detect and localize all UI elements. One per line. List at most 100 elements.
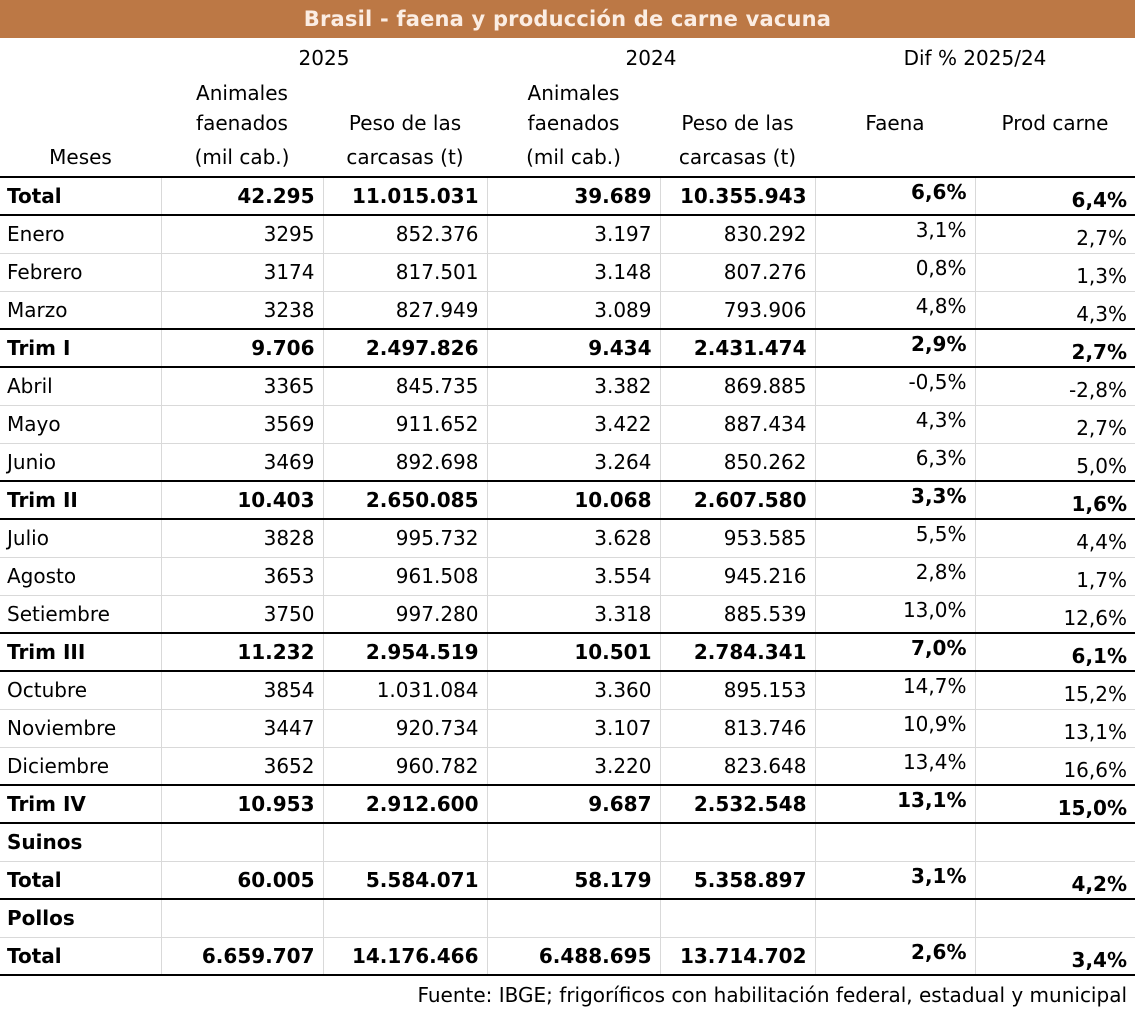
cell-value: 10.501 (574, 640, 652, 664)
column-group-2024: 2024 (625, 46, 677, 70)
cell-value: 4,4% (1076, 530, 1127, 555)
header-line-animales: Animales Animales (0, 78, 1135, 108)
cell-value: 1,6% (1071, 492, 1127, 516)
table-cell: 945.216 (659, 557, 815, 596)
table-cell (322, 899, 487, 938)
table-cell: 4,2% (974, 861, 1135, 900)
table-cell: 1,6% (974, 480, 1135, 520)
cell-value: 2.431.474 (693, 336, 807, 360)
table-row: Enero 3295 852.376 3.197 830.292 3,1% 2,7% (0, 215, 1135, 254)
table-cell: 960.782 (322, 747, 487, 786)
table-cell: 845.735 (322, 367, 487, 406)
table-cell: 3.382 (486, 367, 660, 406)
table-row: Diciembre 3652 960.782 3.220 823.648 13,4% 16,… (0, 747, 1135, 786)
row-label: Junio (0, 443, 161, 482)
cell-value: 2.954.519 (365, 640, 479, 664)
cell-value: 807.276 (723, 260, 807, 284)
cell-value: 3653 (263, 564, 315, 588)
table-row: Marzo 3238 827.949 3.089 793.906 4,8% 4,3% (0, 291, 1135, 330)
table-cell: 793.906 (659, 291, 815, 330)
table-row: Setiembre 3750 997.280 3.318 885.539 13,0% 12,… (0, 595, 1135, 634)
table-cell: 13,4% (814, 747, 975, 786)
table-cell: 2,7% (974, 328, 1135, 368)
col-header-animales-2025: Animales (196, 81, 288, 105)
table-cell: 813.746 (659, 709, 815, 748)
table-cell: 2,7% (974, 215, 1135, 254)
table-row: Total 60.005 5.584.071 58.179 5.358.897 3,1% 4… (0, 861, 1135, 900)
table-cell: 3750 (160, 595, 323, 634)
table-cell: 995.732 (322, 519, 487, 558)
table-cell: 13,1% (974, 709, 1135, 748)
table-cell: 892.698 (322, 443, 487, 482)
table-row: Noviembre 3447 920.734 3.107 813.746 10,9% 13,… (0, 709, 1135, 748)
cell-value: 3,1% (911, 863, 967, 888)
col-header-carcasas-2024: carcasas (t) (678, 145, 797, 169)
cell-value: 1,3% (1076, 264, 1127, 288)
cell-value: 11.015.031 (351, 184, 479, 208)
table-cell: 3.148 (486, 253, 660, 292)
cell-value: 3.220 (594, 753, 652, 778)
table-cell: 10.355.943 (659, 176, 815, 216)
table-cell: 11.015.031 (322, 176, 487, 216)
cell-value: 58.179 (574, 867, 652, 892)
cell-value: 827.949 (395, 297, 479, 322)
empty-cell (975, 138, 1135, 177)
table-cell: 10.953 (160, 784, 323, 824)
table-cell: 920.734 (322, 709, 487, 748)
table-cell: 2,6% (814, 937, 975, 976)
table-cell: 3365 (160, 367, 323, 406)
table-cell: 3.628 (486, 519, 660, 558)
empty-cell (660, 78, 815, 108)
table-cell: 60.005 (160, 861, 323, 900)
cell-value: 2.607.580 (693, 488, 807, 512)
cell-value: 3.089 (594, 297, 652, 322)
cell-value: 3.382 (594, 374, 652, 399)
row-label: Pollos (0, 899, 161, 938)
table-cell: 3447 (160, 709, 323, 748)
table-cell: 9.706 (160, 328, 323, 368)
cell-value: 3652 (263, 753, 315, 778)
table-cell: 5.584.071 (322, 861, 487, 900)
table-cell: 12,6% (974, 595, 1135, 634)
table-cell: 16,6% (974, 747, 1135, 786)
cell-value: 6,1% (1071, 644, 1127, 668)
cell-value: 6.659.707 (201, 943, 315, 968)
cell-value: 3,3% (911, 484, 967, 508)
table-cell: 807.276 (659, 253, 815, 292)
cell-value: 3.107 (594, 716, 652, 740)
table-cell: 3,1% (814, 861, 975, 900)
col-header-faenados-2025: faenados (196, 111, 288, 135)
table-cell: 1.031.084 (322, 671, 487, 710)
cell-value: 3.148 (594, 260, 652, 284)
cell-value: 5,0% (1076, 453, 1127, 478)
cell-value: 960.782 (395, 753, 479, 778)
table-cell: 3295 (160, 215, 323, 254)
cell-value: 3854 (263, 678, 315, 703)
row-label: Noviembre (0, 709, 161, 748)
table-cell: 4,4% (974, 519, 1135, 558)
table-cell: 10,9% (814, 709, 975, 748)
table-cell: 58.179 (486, 861, 660, 900)
table-cell: 2,9% (814, 328, 975, 368)
cell-value: 13,1% (1063, 720, 1127, 744)
table-cell: 3,3% (814, 480, 975, 520)
row-label: Trim II (0, 480, 161, 520)
table-cell: 2.650.085 (322, 480, 487, 520)
cell-value: 6,6% (911, 180, 967, 204)
empty-cell (815, 78, 975, 108)
year-group-row: 2025 2024 Dif % 2025/24 (0, 38, 1135, 78)
cell-value: 945.216 (723, 564, 807, 588)
table-cell (814, 823, 975, 862)
cell-value: 10,9% (902, 712, 967, 736)
cell-value: 2,6% (911, 939, 967, 964)
cell-value: 13.714.702 (679, 943, 807, 968)
table-row: Total 42.295 11.015.031 39.689 10.355.943 6,6… (0, 176, 1135, 216)
table-cell: 13,1% (814, 784, 975, 824)
table-row: Trim II 10.403 2.650.085 10.068 2.607.580 3,3… (0, 480, 1135, 520)
cell-value: 6,4% (1071, 188, 1127, 212)
cell-value: 850.262 (723, 449, 807, 474)
table-row: Julio 3828 995.732 3.628 953.585 5,5% 4,4% (0, 519, 1135, 558)
cell-value: 10.355.943 (679, 184, 807, 208)
table-cell: 3,4% (974, 937, 1135, 976)
column-group-2025: 2025 (298, 46, 350, 70)
